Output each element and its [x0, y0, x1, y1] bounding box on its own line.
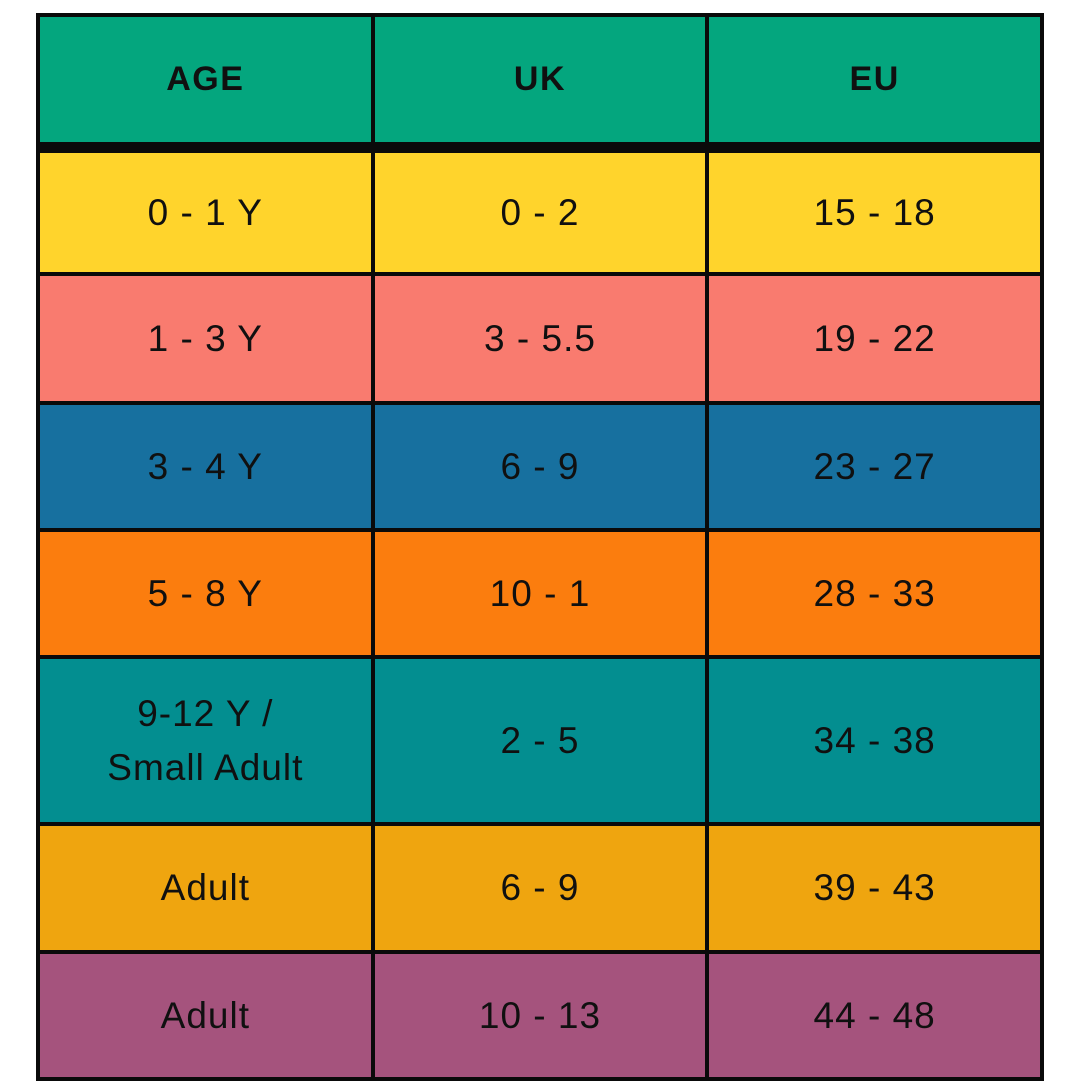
age-cell: 3 - 4 Y [36, 401, 375, 532]
eu-cell: 34 - 38 [705, 655, 1044, 826]
age-cell: 1 - 3 Y [36, 272, 375, 405]
eu-cell: 39 - 43 [705, 822, 1044, 954]
age-cell: 5 - 8 Y [36, 528, 375, 659]
table-row: 1 - 3 Y 3 - 5.5 19 - 22 [36, 272, 1044, 405]
age-cell: 0 - 1 Y [36, 145, 375, 276]
size-chart-table: AGE UK EU 0 - 1 Y 0 - 2 15 - 18 1 - 3 Y … [36, 13, 1044, 1081]
uk-cell: 0 - 2 [370, 145, 710, 276]
eu-cell: 19 - 22 [705, 272, 1044, 405]
header-cell-uk: UK [370, 13, 710, 153]
eu-cell: 28 - 33 [705, 528, 1044, 659]
table-row: 5 - 8 Y 10 - 1 28 - 33 [36, 528, 1044, 659]
table-row: 3 - 4 Y 6 - 9 23 - 27 [36, 401, 1044, 532]
uk-cell: 10 - 1 [370, 528, 710, 659]
uk-cell: 6 - 9 [370, 401, 710, 532]
age-cell: Adult [36, 950, 375, 1081]
uk-cell: 6 - 9 [370, 822, 710, 954]
age-cell: Adult [36, 822, 375, 954]
table-row: Adult 10 - 13 44 - 48 [36, 950, 1044, 1081]
uk-cell: 10 - 13 [370, 950, 710, 1081]
header-cell-age: AGE [36, 13, 375, 153]
table-row: Adult 6 - 9 39 - 43 [36, 822, 1044, 954]
eu-cell: 15 - 18 [705, 145, 1044, 276]
eu-cell: 44 - 48 [705, 950, 1044, 1081]
uk-cell: 3 - 5.5 [370, 272, 710, 405]
table-row: 9-12 Y / Small Adult 2 - 5 34 - 38 [36, 655, 1044, 826]
eu-cell: 23 - 27 [705, 401, 1044, 532]
uk-cell: 2 - 5 [370, 655, 710, 826]
header-row: AGE UK EU [36, 13, 1044, 153]
table-row: 0 - 1 Y 0 - 2 15 - 18 [36, 145, 1044, 276]
header-cell-eu: EU [705, 13, 1044, 153]
age-cell: 9-12 Y / Small Adult [36, 655, 375, 826]
